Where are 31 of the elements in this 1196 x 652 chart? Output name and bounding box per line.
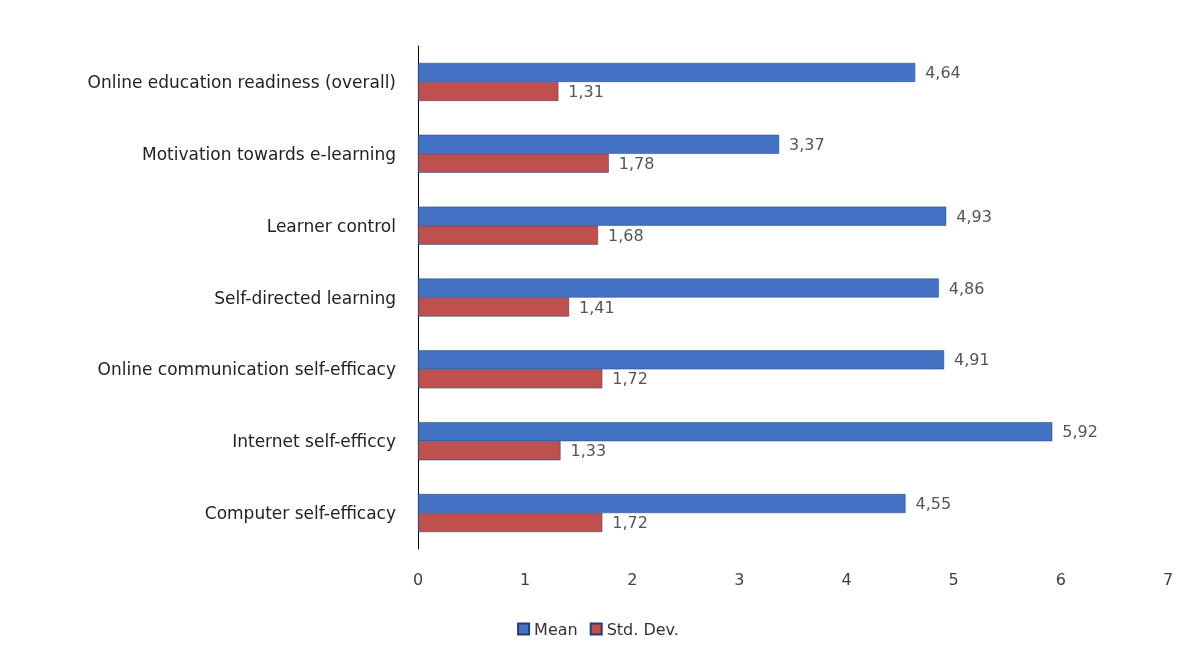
data-label: 3,37: [789, 134, 825, 154]
data-label: 1,33: [570, 441, 607, 461]
y-tick-label: Computer self-efficacy: [204, 503, 396, 524]
x-tick-label: 0: [412, 569, 424, 589]
y-tick-label: Internet self-efficcy: [232, 431, 396, 452]
x-tick-label: 4: [841, 569, 852, 589]
y-tick-label: Online communication self-efficacy: [97, 359, 396, 380]
legend-label: Mean: [534, 619, 578, 639]
data-label: 1,68: [608, 225, 644, 245]
data-label: 1,31: [568, 81, 604, 101]
y-tick-label: Motivation towards e-learning: [142, 143, 396, 164]
x-tick-label: 3: [734, 569, 745, 589]
y-tick-label: Self-directed learning: [214, 287, 396, 308]
data-label: 1,78: [618, 153, 655, 173]
data-label: 1,41: [579, 297, 615, 317]
data-label: 4,64: [925, 62, 961, 82]
y-tick-label: Online education readiness (overall): [87, 71, 396, 92]
data-label: 4,55: [915, 494, 952, 514]
data-label: 4,86: [948, 278, 985, 298]
x-tick-label: 7: [1162, 569, 1174, 589]
x-tick-label: 5: [948, 569, 959, 589]
y-tick-label: Learner control: [266, 215, 396, 236]
data-label: 4,93: [956, 206, 992, 226]
data-label: 1,72: [612, 369, 648, 389]
legend-label: Std. Dev.: [606, 619, 679, 639]
x-tick-label: 1: [520, 569, 531, 589]
x-tick-label: 2: [627, 569, 638, 589]
x-tick-label: 6: [1055, 569, 1066, 589]
data-label: 1,72: [612, 513, 648, 533]
data-label: 5,92: [1062, 422, 1098, 442]
data-label: 4,91: [954, 350, 990, 370]
